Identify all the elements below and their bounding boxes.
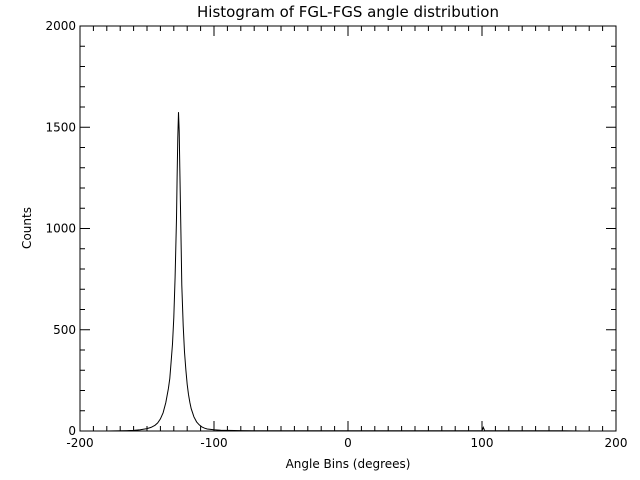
x-tick-label: 0: [344, 436, 352, 450]
y-axis-label: Counts: [20, 207, 34, 249]
plot-frame: [79, 25, 617, 432]
x-tick-label: -200: [66, 436, 93, 450]
y-tick-label: 0: [68, 424, 76, 438]
y-tick-label: 1500: [45, 120, 76, 134]
x-tick-label: 200: [605, 436, 628, 450]
chart-title: Histogram of FGL-FGS angle distribution: [197, 3, 499, 21]
axis-ticks: [79, 25, 617, 432]
x-tick-label: -100: [200, 436, 227, 450]
series-line-counts: [106, 112, 583, 432]
x-axis-label: Angle Bins (degrees): [286, 457, 411, 471]
x-tick-label: 100: [471, 436, 494, 450]
y-tick-label: 2000: [45, 19, 76, 33]
y-tick-label: 500: [53, 323, 76, 337]
y-tick-label: 1000: [45, 222, 76, 236]
